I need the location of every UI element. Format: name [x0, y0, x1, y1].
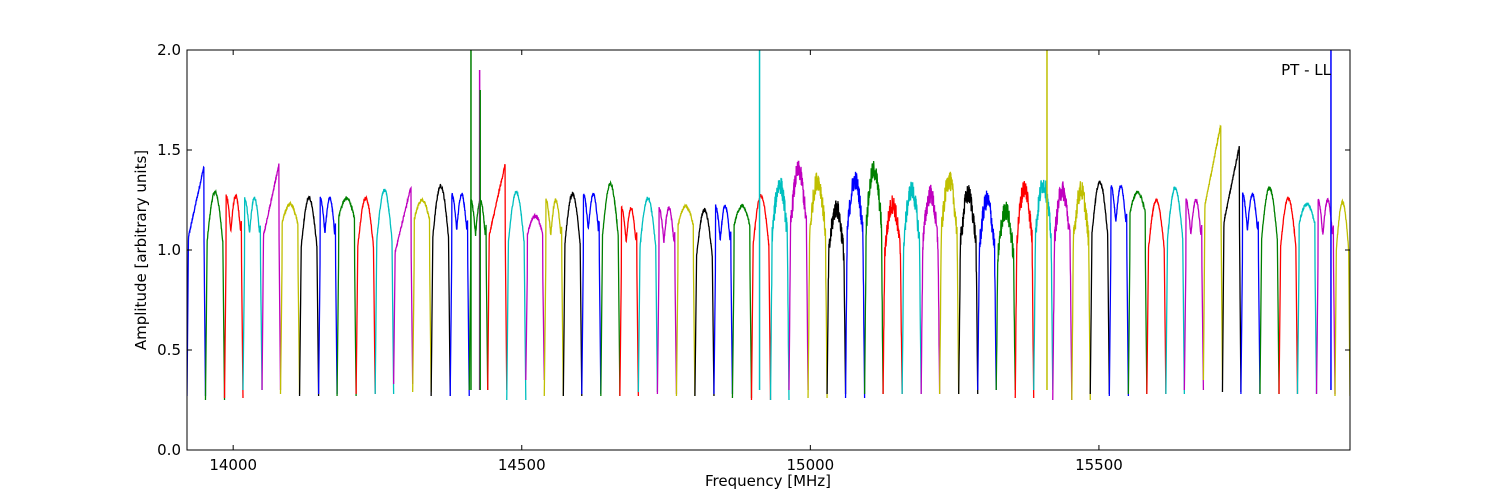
series-line-18 — [506, 190, 527, 401]
series-line-13 — [412, 196, 432, 393]
series-line-40 — [920, 184, 941, 395]
series-line-17 — [487, 164, 508, 391]
x-tick-label: 14500 — [498, 456, 546, 474]
series-line-7 — [298, 195, 320, 397]
series-line-32 — [769, 177, 790, 401]
series-line-47 — [1052, 181, 1073, 401]
series-line-49 — [1089, 180, 1110, 395]
series-line-53 — [1165, 186, 1185, 395]
series-line-44 — [995, 201, 1016, 391]
series-line-6 — [279, 200, 301, 395]
series-line-41 — [938, 171, 960, 395]
series-line-23 — [600, 179, 621, 397]
series-line-16 — [468, 197, 489, 391]
y-tick-label: 1.0 — [157, 241, 181, 259]
plot-annotation: PT - LL — [1281, 61, 1332, 79]
series-line-19 — [525, 212, 545, 381]
series-line-26 — [656, 206, 678, 395]
series-line-62 — [1334, 198, 1350, 397]
series-line-38 — [882, 195, 903, 395]
series-line-48 — [1071, 181, 1091, 401]
x-tick-label: 14000 — [209, 456, 257, 474]
series-line-54 — [1183, 198, 1205, 391]
series-line-52 — [1146, 197, 1167, 395]
series-line-51 — [1127, 190, 1148, 395]
series-line-29 — [713, 204, 734, 395]
series-line-24 — [619, 205, 639, 397]
y-axis-label: Amplitude [arbitrary units] — [132, 150, 150, 350]
series-line-5 — [261, 163, 282, 391]
series-line-42 — [958, 185, 979, 395]
x-tick-label: 15000 — [786, 456, 834, 474]
series-line-8 — [317, 196, 338, 395]
series-line-59 — [1278, 196, 1299, 395]
series-line-21 — [562, 191, 583, 397]
series-line-43 — [977, 190, 997, 391]
series-line-15 — [449, 192, 470, 397]
series-line-22 — [581, 192, 602, 395]
series-line-36 — [844, 171, 866, 399]
series-line-50 — [1108, 184, 1130, 397]
series-line-28 — [694, 207, 715, 397]
series-layer — [187, 124, 1350, 401]
series-line-4 — [242, 196, 263, 391]
series-line-60 — [1296, 202, 1318, 395]
series-line-37 — [863, 160, 884, 395]
series-line-14 — [430, 183, 451, 397]
series-line-57 — [1240, 192, 1261, 395]
series-line-58 — [1259, 185, 1280, 395]
series-line-20 — [543, 197, 564, 397]
spike-layer — [470, 50, 1332, 390]
series-line-33 — [788, 160, 809, 391]
series-line-27 — [675, 203, 696, 397]
series-line-46 — [1033, 179, 1054, 391]
series-line-61 — [1315, 197, 1336, 395]
series-line-10 — [355, 194, 376, 395]
series-line-1 — [187, 165, 207, 397]
series-line-35 — [826, 200, 847, 395]
x-tick-label: 15500 — [1075, 456, 1123, 474]
series-line-30 — [731, 203, 753, 399]
series-line-56 — [1221, 145, 1242, 393]
series-line-39 — [901, 181, 922, 395]
series-line-9 — [336, 195, 357, 397]
y-tick-label: 2.0 — [157, 41, 181, 59]
tick-layer: 14000 14500 15000 15500 0.0 0.5 1.0 1.5 2.0 — [157, 41, 1350, 474]
series-line-45 — [1014, 180, 1035, 399]
y-tick-label: 1.5 — [157, 141, 181, 159]
series-line-11 — [374, 188, 395, 395]
x-axis-label: Frequency [MHz] — [705, 472, 831, 490]
series-line-12 — [392, 185, 414, 385]
series-line-3 — [223, 193, 244, 399]
series-line-34 — [807, 172, 828, 399]
series-line-31 — [750, 194, 772, 401]
series-line-25 — [637, 196, 659, 393]
series-line-55 — [1202, 124, 1224, 381]
y-tick-label: 0.5 — [157, 341, 181, 359]
y-tick-label: 0.0 — [157, 441, 181, 459]
series-line-2 — [204, 189, 226, 401]
